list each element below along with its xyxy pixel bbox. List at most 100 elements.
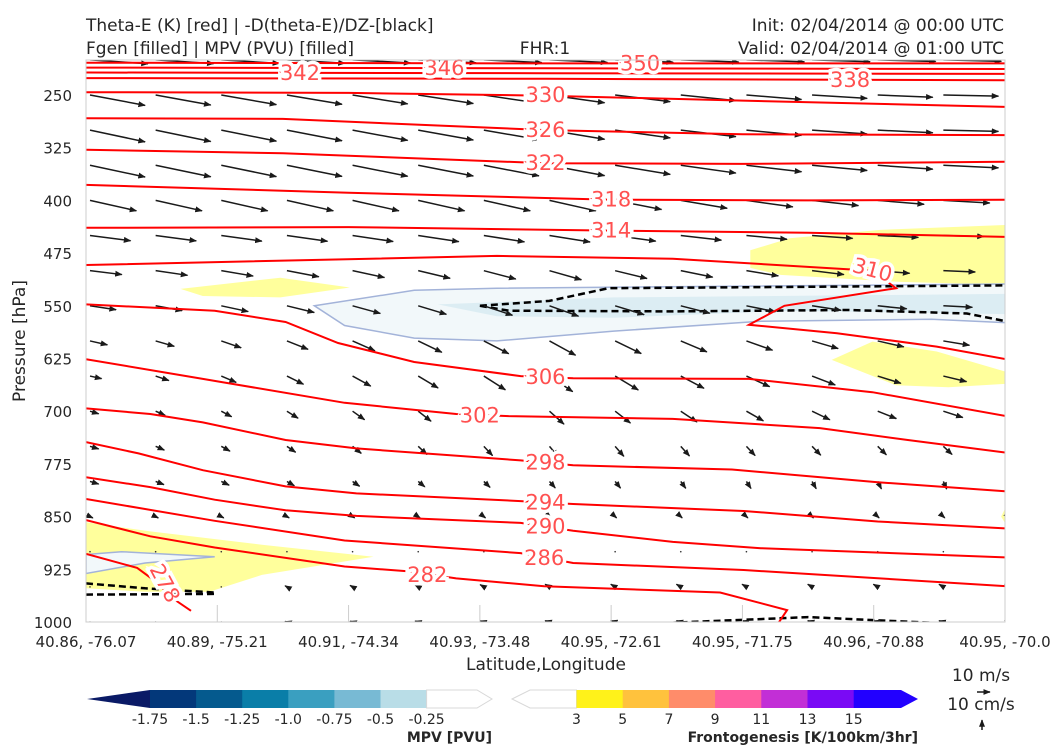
wind-vector	[877, 93, 934, 100]
wind-vector	[680, 269, 714, 279]
plot-area	[86, 60, 1050, 622]
wind-vector	[220, 586, 223, 588]
wind-vector	[1009, 481, 1012, 489]
wind-vector	[349, 584, 358, 592]
wind-vector	[943, 410, 964, 419]
x-tick-label: 40.96, -70.88	[823, 633, 924, 651]
wind-vector	[155, 164, 212, 179]
x-axis-label: Latitude,Longitude	[466, 655, 626, 675]
wind-vector	[614, 550, 616, 553]
wind-vector	[548, 445, 559, 458]
colorbar-tick-label: -0.25	[408, 712, 444, 728]
contour-label: 330	[525, 83, 565, 107]
y-tick-label: 850	[43, 509, 72, 527]
wind-vector	[220, 445, 231, 452]
wind-vector	[483, 164, 540, 178]
wind-vector	[549, 234, 591, 244]
y-tick-label: 550	[43, 298, 72, 316]
colorbar-swatch	[380, 690, 428, 708]
wind-vector	[155, 269, 189, 278]
wind-vector	[352, 94, 409, 106]
wind-vector	[155, 234, 197, 244]
wind-vector	[418, 199, 466, 213]
wind-vector	[877, 234, 920, 241]
wind-vector	[543, 511, 552, 519]
wind-vector	[483, 305, 514, 316]
wind-vector	[810, 481, 817, 490]
wind-vector	[938, 583, 947, 591]
wind-vector	[352, 305, 382, 315]
colorbar-extend-min	[87, 690, 150, 708]
theta-e-contour-282	[86, 519, 789, 622]
wind-vector	[679, 481, 687, 489]
contour-label: 326	[525, 118, 565, 142]
colorbar-tick-label: -1.25	[224, 712, 260, 728]
contour-label: 322	[525, 151, 565, 175]
x-tick-label: 40.95, -70.0	[959, 633, 1050, 651]
wind-vector	[352, 480, 361, 487]
plot-frame	[85, 59, 1006, 623]
wind-vector	[1009, 60, 1050, 61]
wind-vector	[745, 445, 756, 457]
wind-vector	[221, 234, 263, 244]
wind-vector	[221, 305, 249, 314]
stability-dashed-line	[479, 304, 1005, 323]
wind-vector	[155, 479, 165, 486]
contour-label: 338	[830, 68, 870, 92]
x-tick-label: 40.86, -76.07	[36, 633, 137, 651]
contour-label: 290	[525, 514, 565, 538]
wind-vector	[615, 164, 671, 177]
wind-vector	[549, 340, 577, 356]
wind-vector	[609, 511, 618, 519]
wind-vector	[286, 164, 343, 179]
wind-vector	[221, 164, 278, 179]
wind-vector	[284, 585, 293, 592]
wind-vector	[483, 410, 499, 424]
wind-vector	[89, 234, 132, 243]
colorbar-swatch	[242, 690, 289, 708]
wind-vector	[483, 445, 494, 457]
wind-vector	[89, 164, 146, 179]
wind-vector	[483, 129, 540, 142]
wind-vector	[483, 199, 531, 213]
wind-vector	[679, 550, 682, 553]
wind-vector	[812, 234, 854, 241]
theta-e-contour-298	[86, 407, 1005, 493]
wind-vector	[942, 445, 953, 456]
wind-vector	[812, 129, 868, 137]
wind-vector	[942, 550, 945, 553]
wind-vector	[221, 340, 242, 349]
wind-vector	[417, 550, 420, 553]
wind-vector	[746, 375, 771, 388]
wind-vector	[615, 234, 657, 244]
x-tick-label: 40.95, -72.61	[561, 633, 662, 651]
wind-vector	[614, 199, 663, 212]
colorbar-swatch	[622, 690, 670, 708]
wind-vector	[89, 340, 109, 347]
wind-vector	[483, 234, 526, 244]
y-tick-label: 625	[43, 351, 72, 369]
colorbar-tick-label: -0.75	[316, 712, 352, 728]
x-tick-label: 40.91, -74.34	[298, 633, 399, 651]
contour-label: 346	[424, 56, 464, 80]
contour-label: 350	[620, 51, 660, 75]
colorbar-tick-label: 15	[845, 712, 863, 728]
wind-vector	[1009, 341, 1035, 344]
wind-vector	[418, 269, 451, 280]
wind-vector	[614, 340, 642, 355]
colorbar-tick-label: -1.75	[132, 712, 168, 728]
wind-vector	[811, 269, 845, 277]
theta-e-contour-286	[86, 498, 1005, 588]
wind-vector	[286, 199, 335, 213]
wind-vector	[745, 550, 748, 553]
y-tick-label: 475	[43, 245, 72, 263]
wind-vector	[614, 269, 648, 280]
wind-vector	[352, 234, 394, 244]
wind-vector	[746, 340, 774, 351]
wind-vector	[89, 586, 91, 588]
theta-e-contours	[86, 61, 1005, 622]
wind-vector	[811, 375, 836, 386]
wind-vector	[877, 445, 887, 456]
wind-vector	[286, 550, 288, 553]
